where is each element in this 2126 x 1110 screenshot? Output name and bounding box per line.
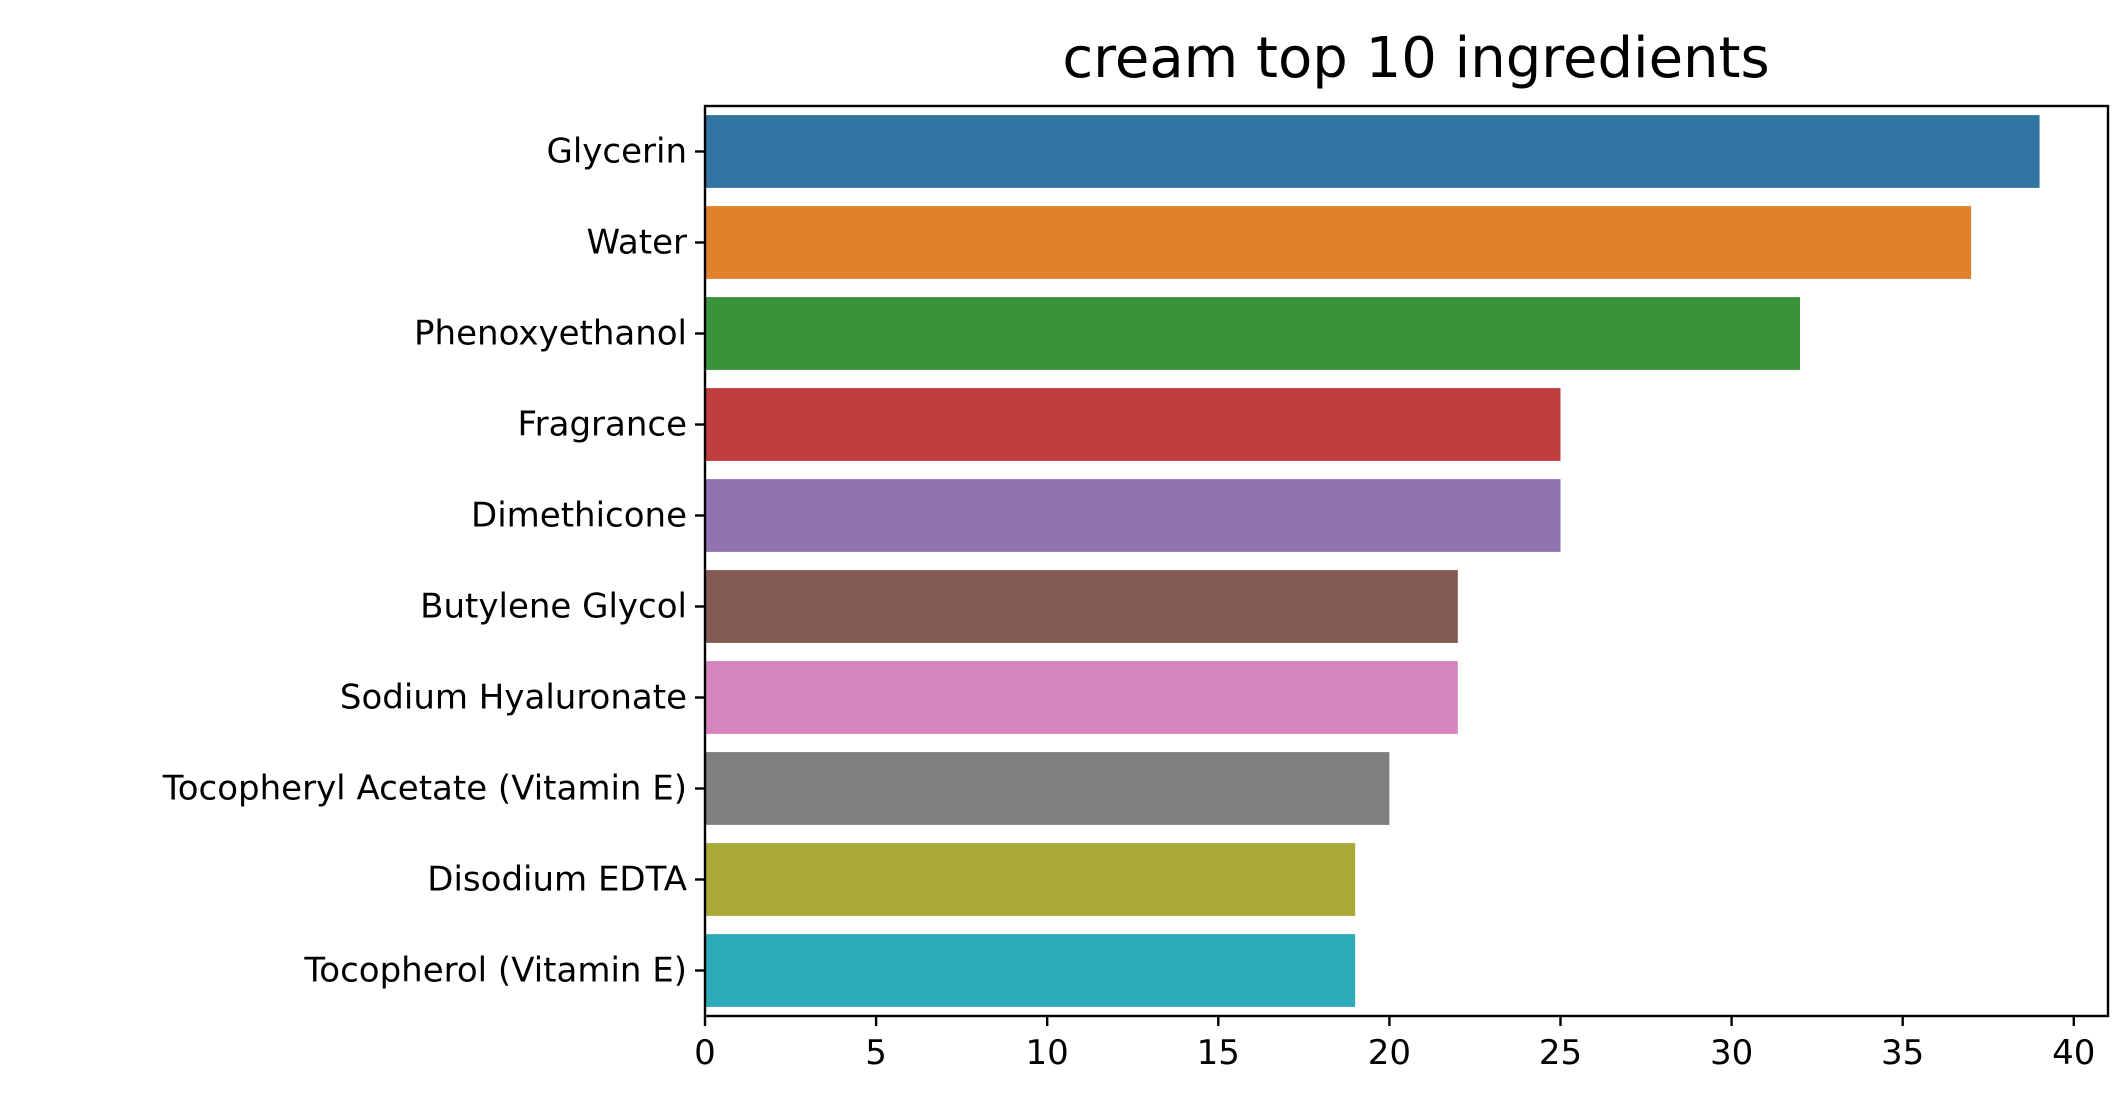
- y-axis-ticks: Glycerin Water Phenoxyethanol Fragrance Dime…: [162, 132, 705, 991]
- bar-8: [705, 752, 1390, 825]
- y-tick-label: Tocopheryl Acetate (Vitamin E): [162, 769, 687, 809]
- bars-group: [705, 115, 2040, 1007]
- bar-3: [705, 297, 1801, 370]
- y-tick-label: Water: [586, 223, 687, 263]
- y-tick-label: Tocopherol (Vitamin E): [303, 951, 687, 991]
- x-tick-label: 0: [694, 1033, 716, 1073]
- x-tick-label: 40: [2052, 1033, 2095, 1073]
- bar-4: [705, 388, 1561, 461]
- bar-7: [705, 661, 1458, 734]
- x-tick-label: 5: [865, 1033, 887, 1073]
- bar-6: [705, 570, 1458, 643]
- bar-9: [705, 843, 1356, 916]
- y-tick-label: Phenoxyethanol: [414, 314, 687, 354]
- x-tick-label: 10: [1026, 1033, 1069, 1073]
- x-tick-label: 35: [1881, 1033, 1924, 1073]
- x-tick-label: 25: [1539, 1033, 1582, 1073]
- bar-5: [705, 479, 1561, 552]
- x-tick-label: 30: [1710, 1033, 1753, 1073]
- y-tick-label: Butylene Glycol: [420, 587, 687, 627]
- bar-1: [705, 115, 2040, 188]
- y-tick-label: Dimethicone: [471, 496, 687, 536]
- y-tick-label: Disodium EDTA: [427, 860, 687, 900]
- bar-10: [705, 934, 1356, 1007]
- x-axis-ticks: 0 5 10 15 20 25 30 35 40: [694, 1016, 2095, 1073]
- x-tick-label: 15: [1197, 1033, 1240, 1073]
- chart-title: cream top 10 ingredients: [1062, 26, 1769, 91]
- y-tick-label: Sodium Hyaluronate: [340, 678, 687, 718]
- x-tick-label: 20: [1368, 1033, 1411, 1073]
- y-tick-label: Fragrance: [518, 405, 687, 445]
- plot-area-frame: [703, 104, 2110, 1018]
- y-tick-label: Glycerin: [547, 132, 688, 172]
- bar-2: [705, 206, 1972, 279]
